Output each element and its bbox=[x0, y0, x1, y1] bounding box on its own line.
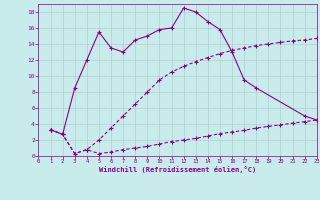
X-axis label: Windchill (Refroidissement éolien,°C): Windchill (Refroidissement éolien,°C) bbox=[99, 166, 256, 173]
